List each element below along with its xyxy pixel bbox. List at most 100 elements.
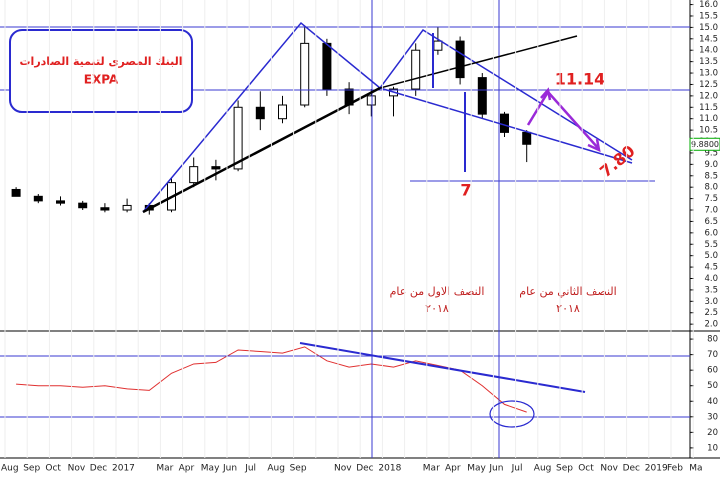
pattern-line — [379, 87, 633, 164]
y-tick-label: 8.5 — [704, 171, 718, 181]
y-tick-label: 7.5 — [704, 194, 718, 204]
x-tick-label: Sep — [290, 464, 307, 474]
y-tick-label: 10 — [707, 443, 718, 453]
x-tick-label: 2018 — [378, 464, 401, 474]
y-tick-label: 50 — [707, 381, 718, 391]
x-tick-label: Nov — [600, 464, 618, 474]
x-tick-label: Jun — [222, 464, 237, 474]
x-tick-label: 2019 — [645, 464, 668, 474]
y-tick-label: 20 — [707, 428, 718, 438]
x-tick-label: Apr — [445, 464, 461, 474]
candle-body — [233, 106, 243, 170]
x-tick-label: Apr — [179, 464, 195, 474]
x-tick-label: Jul — [244, 464, 256, 474]
x-tick-label: Dec — [90, 464, 107, 474]
y-tick-label: 14.5 — [699, 34, 718, 44]
trend-line — [379, 35, 578, 89]
y-tick-label: 9.0 — [704, 160, 718, 170]
x-tick-label: Feb — [667, 464, 683, 474]
candle-body — [78, 202, 88, 209]
y-tick-label: 6.0 — [704, 228, 718, 238]
y-tick-label: 4.0 — [704, 274, 718, 284]
x-tick-label: Aug — [267, 464, 285, 474]
y-tick-label: 8.0 — [704, 183, 718, 193]
y-tick-label: 11.0 — [699, 114, 718, 124]
x-tick-label: Jul — [511, 464, 523, 474]
candle-body — [477, 77, 487, 115]
candle-body — [500, 113, 509, 133]
x-tick-label: Ma — [689, 464, 702, 474]
x-tick-label: Nov — [334, 464, 352, 474]
target-label: 7 — [460, 181, 471, 200]
x-tick-label: Aug — [534, 464, 552, 474]
y-tick-label: 3.0 — [704, 297, 718, 307]
x-tick-label: Sep — [556, 464, 573, 474]
annotation-lines — [0, 0, 690, 458]
last-price-label: 9.8800 — [691, 140, 719, 149]
y-tick-label: 12.5 — [699, 80, 718, 90]
y-tick-label: 5.0 — [704, 251, 718, 261]
candle-body — [211, 166, 221, 170]
y-tick-label: 15.0 — [699, 23, 718, 33]
candle-body — [100, 207, 110, 211]
candle-body — [56, 200, 65, 204]
y-tick-label: 3.5 — [704, 285, 718, 295]
candle-body — [278, 104, 287, 120]
y-tick-label: 13.5 — [699, 57, 718, 67]
x-tick-label: Nov — [68, 464, 86, 474]
x-tick-label: Oct — [578, 464, 594, 474]
y-tick-label: 9.5 — [704, 148, 718, 158]
candle-body — [189, 166, 199, 184]
candle-body — [366, 95, 376, 106]
x-tick-label: Dec — [623, 464, 640, 474]
y-tick-label: 80 — [707, 335, 718, 345]
x-tick-label: Oct — [45, 464, 61, 474]
candle-body — [433, 40, 443, 51]
candle-body — [122, 204, 132, 211]
y-tick-label: 30 — [707, 412, 718, 422]
last-price-box — [689, 137, 720, 151]
candle-body — [522, 131, 532, 145]
x-tick-label: 2017 — [112, 464, 135, 474]
x-tick-label: Mar — [156, 464, 173, 474]
candle-body — [455, 40, 465, 79]
period-label: ٢٠١٨ — [425, 302, 449, 315]
chart-subtitle: EXPA — [84, 73, 119, 87]
y-tick-label: 60 — [707, 366, 718, 376]
candle-body — [11, 188, 21, 197]
price-panel: 2.0 2.53.0 3.54.04.5 5.05.5 6.06.57.0 7.58.0 8… — [11, 0, 720, 330]
y-tick-label: 70 — [707, 350, 718, 360]
y-tick-label: 5.5 — [704, 240, 718, 250]
y-tick-label: 7.0 — [704, 206, 718, 216]
period-label: النصف الاول من عام — [390, 285, 485, 298]
arrow-head — [540, 87, 552, 101]
y-tick-label: 6.5 — [704, 217, 718, 227]
y-tick-label: 10.5 — [699, 126, 718, 136]
target-label: 11.14 — [555, 70, 606, 89]
period-label: ٢٠١٨ — [556, 302, 580, 315]
x-tick-label: Aug — [1, 464, 19, 474]
rsi-highlight — [489, 400, 535, 428]
arrow-head — [587, 138, 601, 153]
x-tick-label: Dec — [356, 464, 373, 474]
y-tick-label: 2.5 — [704, 308, 718, 318]
y-tick-label: 11.5 — [699, 103, 718, 113]
y-tick-label: 12.0 — [699, 91, 718, 101]
x-tick-label: Jun — [488, 464, 503, 474]
y-tick-label: 16.0 — [699, 0, 718, 10]
candle-body — [255, 106, 265, 120]
title-box — [9, 29, 193, 113]
candle-body — [33, 195, 43, 202]
candle-body — [300, 42, 310, 106]
x-tick-label: May — [201, 464, 220, 474]
chart-title: البنك المصرى لتنمية الصادرات — [20, 55, 183, 68]
y-tick-label: 40 — [707, 397, 718, 407]
y-tick-label: 13.0 — [699, 69, 718, 79]
y-tick-label: 14.0 — [699, 46, 718, 56]
period-label: النصف الثاني من عام — [519, 285, 616, 298]
y-tick-label: 4.5 — [704, 263, 718, 273]
x-tick-label: Mar — [423, 464, 440, 474]
y-tick-label: 2.0 — [704, 320, 718, 330]
x-tick-label: May — [467, 464, 486, 474]
